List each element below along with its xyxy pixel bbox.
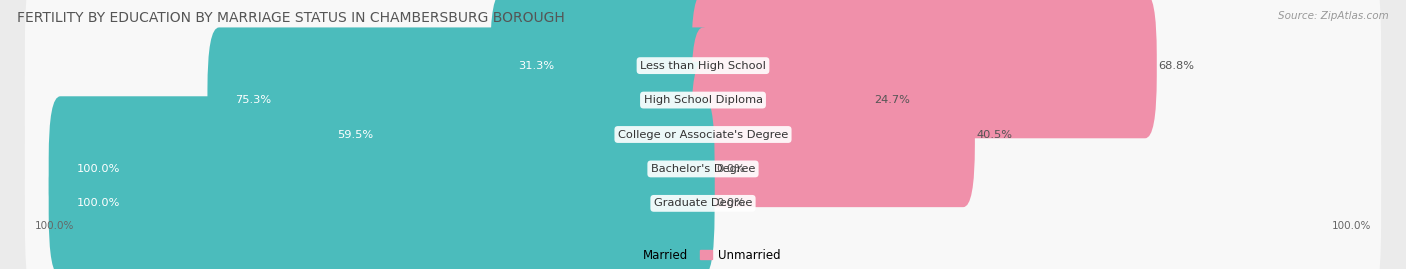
FancyBboxPatch shape: [208, 27, 714, 173]
FancyBboxPatch shape: [692, 0, 1157, 138]
FancyBboxPatch shape: [25, 60, 1381, 269]
Text: 100.0%: 100.0%: [1331, 221, 1371, 231]
FancyBboxPatch shape: [309, 62, 714, 207]
FancyBboxPatch shape: [692, 62, 974, 207]
Legend: Married, Unmarried: Married, Unmarried: [620, 244, 786, 266]
Text: 31.3%: 31.3%: [517, 61, 554, 71]
FancyBboxPatch shape: [25, 0, 1381, 174]
Text: 59.5%: 59.5%: [336, 129, 373, 140]
Text: 100.0%: 100.0%: [76, 164, 120, 174]
Text: FERTILITY BY EDUCATION BY MARRIAGE STATUS IN CHAMBERSBURG BOROUGH: FERTILITY BY EDUCATION BY MARRIAGE STATU…: [17, 11, 565, 25]
Text: College or Associate's Degree: College or Associate's Degree: [617, 129, 789, 140]
Text: 68.8%: 68.8%: [1159, 61, 1194, 71]
FancyBboxPatch shape: [49, 96, 714, 242]
Text: Bachelor's Degree: Bachelor's Degree: [651, 164, 755, 174]
Text: High School Diploma: High School Diploma: [644, 95, 762, 105]
Text: 75.3%: 75.3%: [235, 95, 271, 105]
Text: 40.5%: 40.5%: [976, 129, 1012, 140]
FancyBboxPatch shape: [49, 131, 714, 269]
FancyBboxPatch shape: [692, 27, 873, 173]
FancyBboxPatch shape: [25, 0, 1381, 209]
FancyBboxPatch shape: [491, 0, 714, 138]
Text: 24.7%: 24.7%: [875, 95, 911, 105]
Text: Source: ZipAtlas.com: Source: ZipAtlas.com: [1278, 11, 1389, 21]
FancyBboxPatch shape: [25, 95, 1381, 269]
Text: 100.0%: 100.0%: [35, 221, 75, 231]
Text: 0.0%: 0.0%: [716, 198, 745, 208]
Text: Graduate Degree: Graduate Degree: [654, 198, 752, 208]
Text: 100.0%: 100.0%: [76, 198, 120, 208]
Text: 0.0%: 0.0%: [716, 164, 745, 174]
FancyBboxPatch shape: [25, 26, 1381, 243]
Text: Less than High School: Less than High School: [640, 61, 766, 71]
